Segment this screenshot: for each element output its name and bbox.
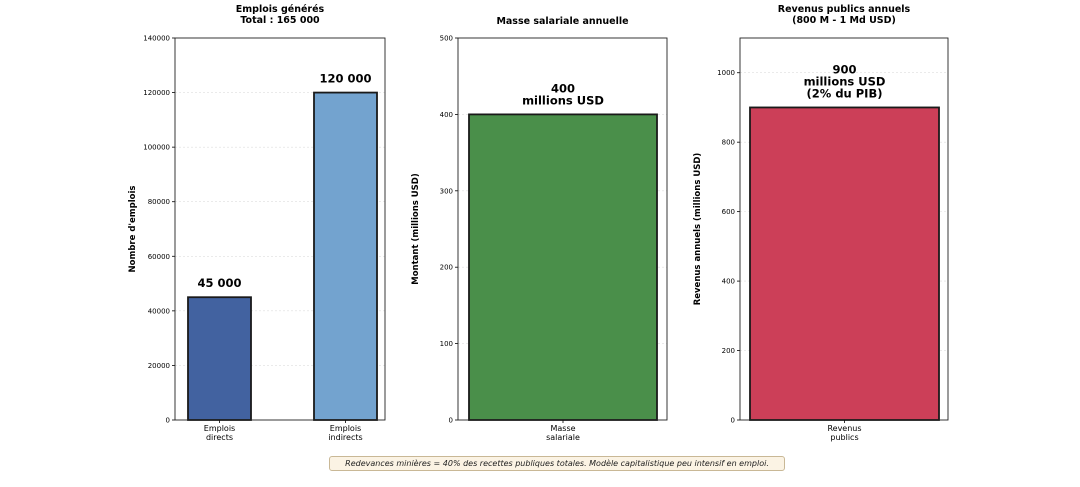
bar-value-label: 45 000 bbox=[197, 276, 241, 290]
y-tick-label: 0 bbox=[449, 417, 453, 425]
y-tick-label: 200 bbox=[722, 347, 735, 355]
y-tick-label: 0 bbox=[731, 417, 735, 425]
x-tick-label: Emplois directs bbox=[204, 424, 235, 442]
footnote: Redevances minières = 40% des recettes p… bbox=[329, 456, 785, 471]
y-tick-label: 500 bbox=[440, 35, 453, 43]
y-tick-label: 1000 bbox=[717, 69, 735, 77]
y-tick-label: 100000 bbox=[143, 144, 170, 152]
y-tick-label: 600 bbox=[722, 208, 735, 216]
y-tick-label: 800 bbox=[722, 139, 735, 147]
x-tick-label: Masse salariale bbox=[546, 424, 580, 442]
y-tick-label: 400 bbox=[440, 111, 453, 119]
y-axis-label: Nombre d'emplois bbox=[128, 186, 138, 273]
x-tick-label: Emplois indirects bbox=[328, 424, 362, 442]
y-tick-label: 120000 bbox=[143, 89, 170, 97]
y-tick-label: 0 bbox=[166, 417, 170, 425]
chart-title: Emplois générés Total : 165 000 bbox=[236, 4, 325, 26]
y-tick-label: 400 bbox=[722, 278, 735, 286]
bar bbox=[313, 91, 378, 421]
bar bbox=[187, 296, 252, 421]
x-tick-label: Revenus publics bbox=[827, 424, 861, 442]
axes-frame bbox=[174, 37, 386, 421]
bar bbox=[749, 106, 940, 421]
axes-frame bbox=[739, 37, 949, 421]
y-tick-label: 300 bbox=[440, 187, 453, 195]
y-tick-label: 60000 bbox=[148, 253, 170, 261]
axes-frame bbox=[457, 37, 668, 421]
y-axis-label: Revenus annuels (millions USD) bbox=[693, 153, 703, 306]
bar-value-label: 900 millions USD (2% du PIB) bbox=[804, 62, 886, 100]
bar-value-label: 400 millions USD bbox=[522, 81, 604, 107]
bar-value-label: 120 000 bbox=[319, 72, 371, 86]
y-tick-label: 200 bbox=[440, 264, 453, 272]
y-tick-label: 20000 bbox=[148, 362, 170, 370]
chart-title: Revenus publics annuels (800 M - 1 Md USD… bbox=[778, 4, 911, 26]
bar bbox=[468, 113, 658, 421]
y-tick-label: 140000 bbox=[143, 35, 170, 43]
y-tick-label: 80000 bbox=[148, 198, 170, 206]
y-axis-label: Montant (millions USD) bbox=[411, 173, 421, 285]
y-tick-label: 40000 bbox=[148, 307, 170, 315]
chart-title: Masse salariale annuelle bbox=[496, 16, 628, 27]
y-tick-label: 100 bbox=[440, 340, 453, 348]
